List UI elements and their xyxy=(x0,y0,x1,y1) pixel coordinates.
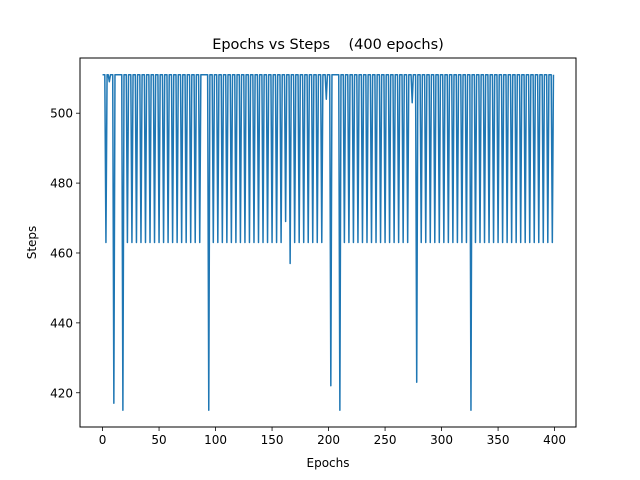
series-line-1 xyxy=(102,74,555,411)
x-tick-label: 50 xyxy=(151,433,166,447)
y-tick-label: 480 xyxy=(50,177,73,191)
y-tick-label: 420 xyxy=(50,386,73,400)
y-axis: 420 440 460 480 500 xyxy=(50,107,80,400)
series-layer xyxy=(102,74,555,411)
y-tick-label: 440 xyxy=(50,316,73,330)
x-axis: 0 50 100 150 200 250 300 350 400 xyxy=(99,427,566,447)
x-axis-label: Epochs xyxy=(307,456,350,470)
x-tick-label: 100 xyxy=(204,433,227,447)
x-tick-label: 0 xyxy=(99,433,107,447)
x-tick-label: 350 xyxy=(487,433,510,447)
y-axis-label: Steps xyxy=(25,226,39,260)
x-tick-label: 200 xyxy=(317,433,340,447)
x-tick-label: 150 xyxy=(261,433,284,447)
y-tick-label: 460 xyxy=(50,246,73,260)
chart-title: Epochs vs Steps (400 epochs) xyxy=(212,37,444,53)
y-tick-label: 500 xyxy=(50,107,73,121)
x-tick-label: 250 xyxy=(374,433,397,447)
plot-frame xyxy=(79,57,577,428)
x-tick-label: 300 xyxy=(430,433,453,447)
x-tick-label: 400 xyxy=(543,433,566,447)
